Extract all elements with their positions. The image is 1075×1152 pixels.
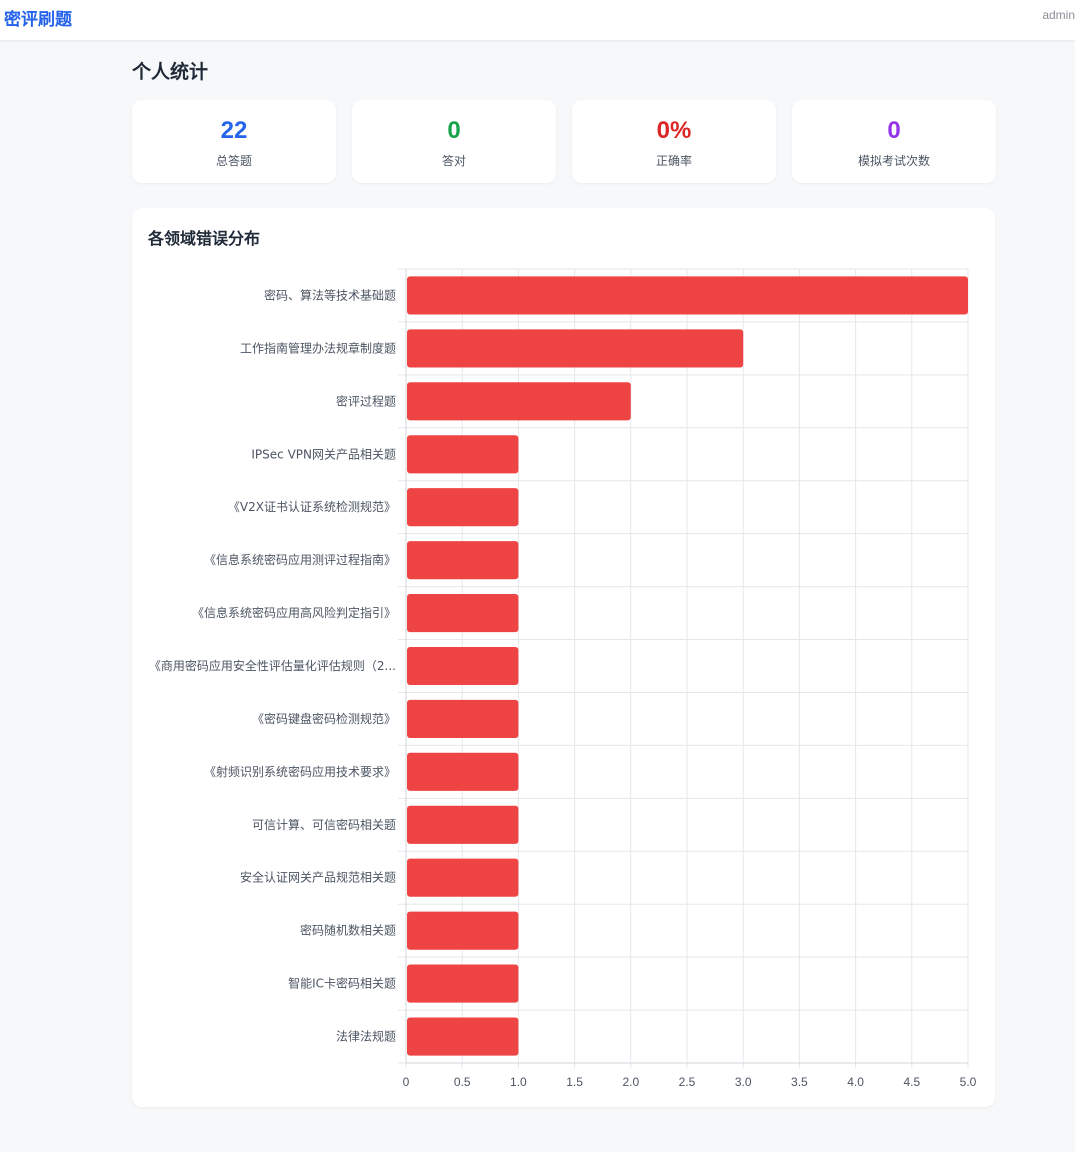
- bar: [407, 382, 631, 421]
- stat-label: 正确率: [655, 154, 692, 168]
- x-tick-label: 1.0: [510, 1075, 527, 1089]
- category-label: 《信息系统密码应用测评过程指南》: [204, 552, 396, 567]
- category-label: 密码随机数相关题: [300, 923, 396, 938]
- stat-card-mock-exams: 0 模拟考试次数: [792, 100, 996, 183]
- category-label: 《密码键盘密码检测规范》: [252, 711, 396, 726]
- app-logo-link[interactable]: 密评刷题: [4, 10, 72, 30]
- x-tick-label: 4.5: [903, 1075, 920, 1089]
- category-label: 安全认证网关产品规范相关题: [240, 870, 396, 885]
- stat-card-correct: 0 答对: [352, 100, 556, 183]
- x-tick-label: 2.0: [622, 1075, 639, 1089]
- x-tick-label: 1.5: [566, 1075, 583, 1089]
- error-distribution-card: 各领域错误分布 密码、算法等技术基础题工作指南管理办法规章制度题密评过程题 IPS…: [132, 208, 995, 1107]
- category-label: 《商用密码应用安全性评估量化评估规则（2...: [149, 658, 396, 673]
- bar: [407, 329, 744, 368]
- category-label: 《信息系统密码应用高风险判定指引》: [192, 605, 396, 620]
- category-label: IPSec VPN网关产品相关题: [251, 447, 396, 461]
- x-tick-label: 0.5: [454, 1075, 471, 1089]
- x-tick-label: 3.0: [735, 1075, 752, 1089]
- category-label: 《射频识别系统密码应用技术要求》: [204, 764, 396, 779]
- stat-value: 22: [220, 117, 248, 144]
- category-label: 密码、算法等技术基础题: [264, 287, 396, 302]
- category-label: 可信计算、可信密码相关题: [252, 817, 396, 832]
- category-label: 密评过程题: [336, 393, 396, 408]
- stat-label: 模拟考试次数: [857, 154, 930, 168]
- bar: [407, 858, 519, 897]
- category-label: 智能IC卡密码相关题: [288, 976, 396, 991]
- x-tick-label: 2.5: [679, 1075, 696, 1089]
- stat-label: 答对: [441, 154, 466, 168]
- category-label: 《V2X证书认证系统检测规范》: [228, 499, 396, 514]
- bar: [407, 805, 519, 844]
- bar: [407, 594, 519, 633]
- top-nav-bar: 密评刷题 admin: [0, 0, 1075, 40]
- stat-label: 总答题: [215, 154, 252, 168]
- bar: [407, 488, 519, 527]
- bar: [407, 646, 519, 686]
- bar: [407, 964, 519, 1003]
- bar: [407, 435, 519, 474]
- x-tick-label: 5.0: [960, 1075, 977, 1089]
- bar: [407, 911, 519, 950]
- page-title: 个人统计: [132, 61, 209, 83]
- stat-value: 0%: [656, 117, 692, 144]
- bar: [407, 276, 968, 315]
- bar: [407, 1017, 519, 1056]
- stat-value: 0: [887, 117, 901, 144]
- bar: [407, 752, 519, 791]
- chart-title: 各领域错误分布: [148, 229, 261, 248]
- bar: [407, 541, 519, 580]
- x-tick-label: 0: [403, 1075, 410, 1089]
- stat-card-total: 22 总答题: [132, 100, 336, 183]
- category-label: 法律法规题: [336, 1029, 396, 1044]
- x-tick-label: 3.5: [791, 1075, 808, 1089]
- bar: [407, 699, 519, 738]
- category-label: 工作指南管理办法规章制度题: [240, 340, 396, 355]
- stat-card-accuracy: 0% 正确率: [572, 100, 776, 183]
- stat-value: 0: [447, 117, 461, 144]
- user-menu[interactable]: admin: [1042, 8, 1075, 22]
- x-tick-label: 4.0: [847, 1075, 864, 1089]
